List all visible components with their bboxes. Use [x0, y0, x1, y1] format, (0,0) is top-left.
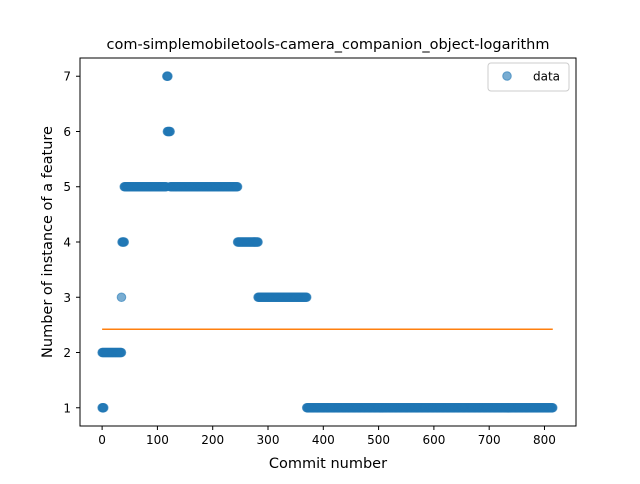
y-tick-label: 5	[63, 180, 71, 194]
data-point	[163, 71, 173, 82]
data-point	[98, 402, 109, 413]
x-tick-label: 500	[367, 433, 390, 447]
data-point	[232, 181, 243, 192]
x-tick-label: 600	[422, 433, 445, 447]
data-point	[253, 237, 263, 247]
chart-title: com-simplemobiletools-camera_companion_o…	[107, 37, 550, 53]
data-point	[301, 292, 312, 303]
y-tick-label: 7	[63, 70, 71, 84]
y-tick-label: 4	[63, 236, 71, 250]
plot-area	[97, 71, 558, 413]
data-point	[119, 237, 130, 247]
y-axis-label: Number of instance of a feature	[40, 126, 56, 358]
x-tick-label: 0	[98, 433, 106, 447]
y-tick-label: 6	[63, 125, 71, 139]
axes: 0 100 200 300 400 500 600 700 800 1 2 3 4 5 6 7	[63, 57, 577, 447]
x-tick-label: 400	[312, 433, 335, 447]
data-point	[116, 347, 127, 358]
x-axis-label: Commit number	[269, 456, 387, 472]
y-tick-label: 2	[63, 346, 71, 360]
x-tick-label: 200	[201, 433, 224, 447]
legend-marker-data	[502, 71, 512, 81]
legend: data	[487, 62, 570, 92]
data-point	[547, 402, 558, 413]
data-point	[165, 126, 175, 137]
y-tick-label: 1	[63, 401, 71, 415]
legend-label-data: data	[533, 70, 560, 84]
y-tick-label: 3	[63, 291, 71, 305]
x-tick-label: 700	[478, 433, 501, 447]
data-point	[116, 292, 127, 303]
x-tick-label: 800	[533, 433, 556, 447]
x-tick-label: 100	[146, 433, 169, 447]
x-tick-label: 300	[257, 433, 280, 447]
legend-box	[487, 62, 570, 92]
